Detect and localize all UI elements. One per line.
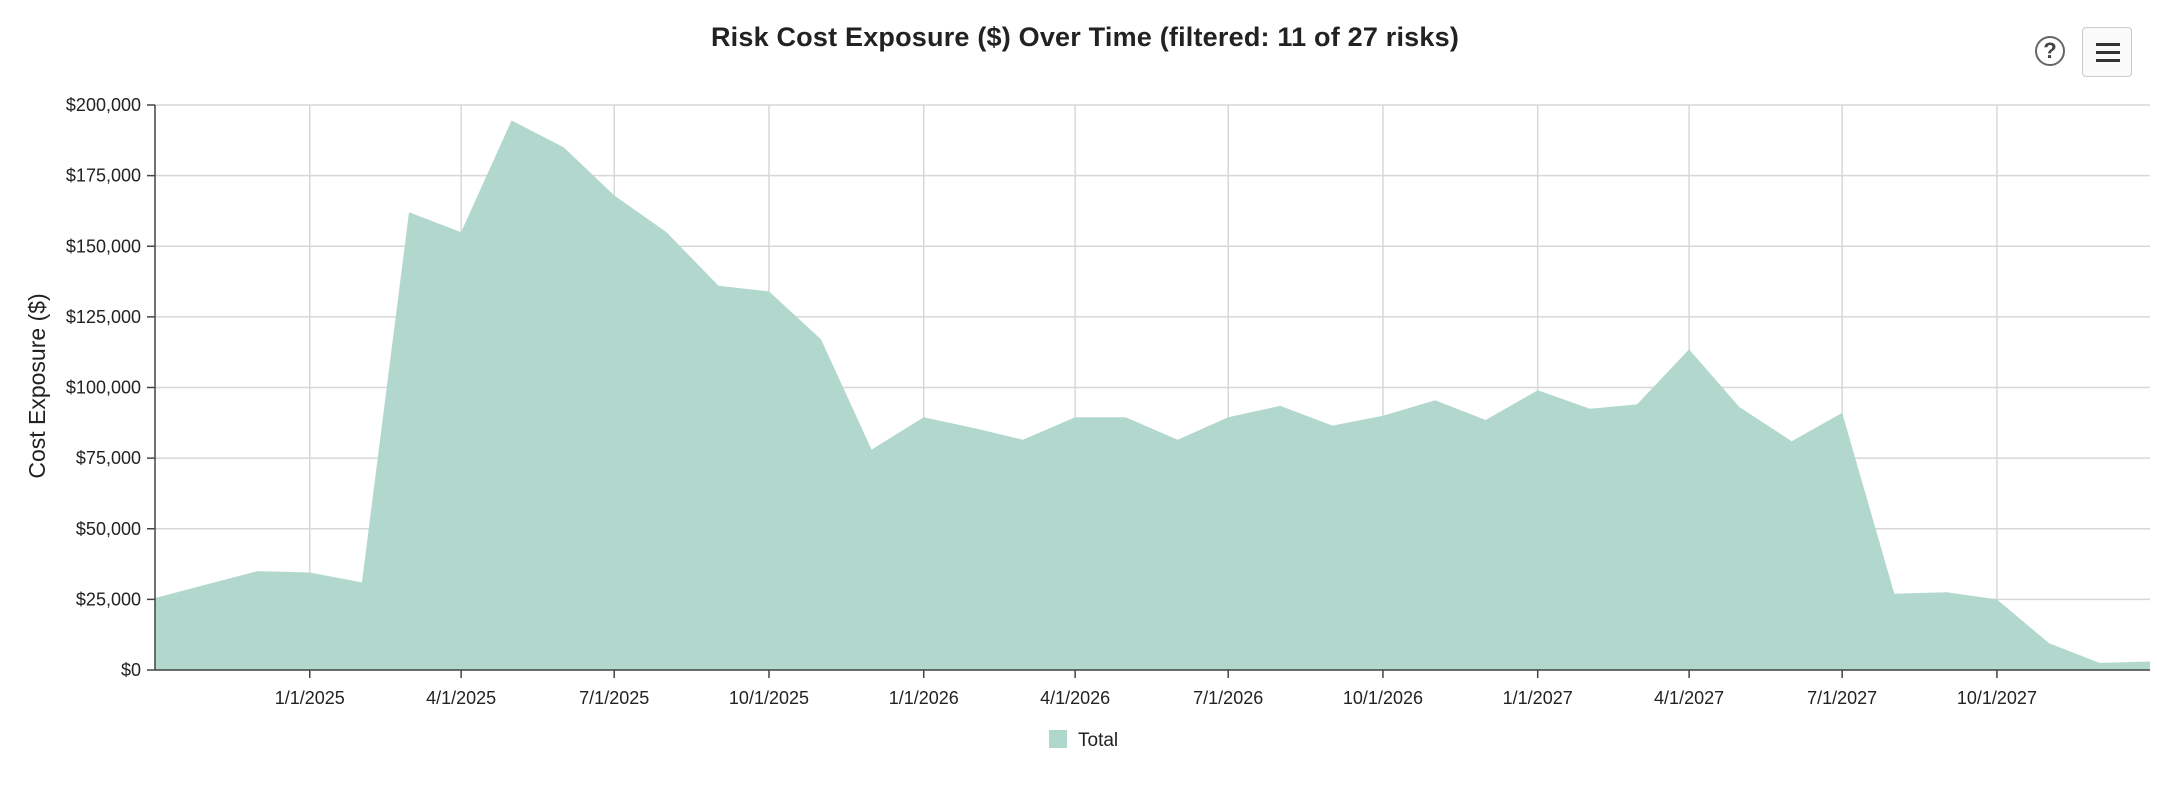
y-tick-label: $75,000 — [76, 448, 141, 468]
x-tick-label: 7/1/2026 — [1193, 688, 1263, 708]
axis-layer: $0 $25,000 $50,000 $75,000 $100,000 $125,000 $… — [66, 95, 2150, 708]
y-tick-label: $50,000 — [76, 519, 141, 539]
y-tick-label: $0 — [121, 660, 141, 680]
hamburger-icon-bar — [2096, 43, 2120, 46]
y-tick-label: $150,000 — [66, 236, 141, 256]
series-area-total[interactable] — [155, 120, 2150, 671]
legend[interactable]: Total — [1049, 730, 1118, 751]
x-tick-label: 10/1/2027 — [1957, 688, 2037, 708]
y-tick-label: $200,000 — [66, 95, 141, 115]
x-tick-label: 4/1/2026 — [1040, 688, 1110, 708]
legend-label-total: Total — [1078, 730, 1118, 751]
y-tick-label: $100,000 — [66, 378, 141, 398]
x-tick-label: 7/1/2025 — [579, 688, 649, 708]
hamburger-icon-bar — [2096, 59, 2120, 62]
x-tick-label: 10/1/2025 — [729, 688, 809, 708]
x-tick-label: 7/1/2027 — [1807, 688, 1877, 708]
y-tick-label: $175,000 — [66, 166, 141, 186]
legend-swatch-total — [1049, 730, 1067, 748]
x-tick-label: 1/1/2026 — [889, 688, 959, 708]
y-tick-label: $25,000 — [76, 589, 141, 609]
chart-title: Risk Cost Exposure ($) Over Time (filter… — [710, 22, 1460, 52]
x-tick-label: 10/1/2026 — [1343, 688, 1423, 708]
menu-button[interactable] — [2082, 27, 2132, 77]
help-button[interactable]: ? — [2035, 36, 2065, 66]
x-tick-label: 1/1/2025 — [275, 688, 345, 708]
y-axis-title: Cost Exposure ($) — [24, 293, 50, 478]
x-tick-label: 1/1/2027 — [1503, 688, 1573, 708]
x-tick-label: 4/1/2027 — [1654, 688, 1724, 708]
x-tick-label: 4/1/2025 — [426, 688, 496, 708]
hamburger-icon-bar — [2096, 51, 2120, 54]
y-tick-label: $125,000 — [66, 307, 141, 327]
